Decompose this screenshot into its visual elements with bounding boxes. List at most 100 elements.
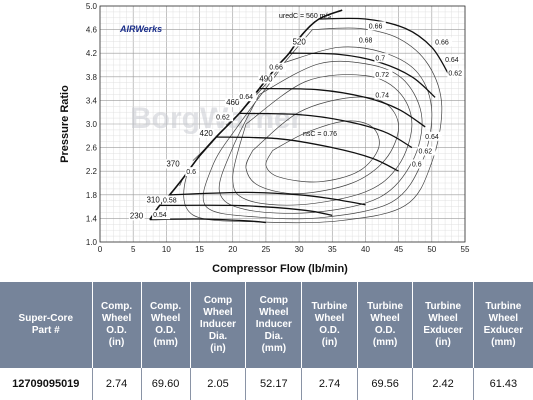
table-header-text: Part # bbox=[31, 325, 60, 336]
speed-line bbox=[149, 218, 266, 224]
plot-frame bbox=[99, 5, 466, 243]
x-tick-label: 25 bbox=[261, 245, 270, 254]
table-cell: 2.05 bbox=[190, 368, 247, 400]
efficiency-label-bg bbox=[444, 55, 463, 65]
efficiency-label: 0.54 bbox=[153, 212, 167, 219]
surge-line bbox=[149, 9, 343, 221]
table-header-cell: Turbine Wheel Exducer (mm) bbox=[473, 282, 533, 368]
efficiency-label: 0.64 bbox=[445, 57, 459, 64]
efficiency-label-bg bbox=[367, 21, 386, 31]
efficiency-label: 0.64 bbox=[425, 134, 439, 141]
efficiency-label-bg bbox=[152, 210, 171, 220]
efficiency-label-bg bbox=[238, 92, 257, 102]
efficiency-label-bg bbox=[447, 68, 466, 78]
table-row: 12709095019 2.74 69.60 2.05 52.17 2.74 69.56 2.… bbox=[0, 368, 533, 400]
table-header-cell: Turbine Wheel O.D. (mm) bbox=[357, 282, 414, 368]
speed-line-label-bg bbox=[291, 37, 308, 47]
efficiency-label-bg bbox=[268, 62, 287, 72]
efficiency-label: 0.6 bbox=[186, 169, 196, 176]
table-header-text: (in) bbox=[108, 337, 125, 348]
x-axis-ticks: 0 5 10 15 20 25 30 35 40 45 50 55 bbox=[98, 245, 470, 254]
efficiency-label: 0.72 bbox=[375, 72, 389, 79]
speed-line-label-bg bbox=[165, 159, 182, 169]
efficiency-island-line bbox=[218, 60, 423, 214]
speed-line-label: 370 bbox=[166, 159, 180, 168]
table-header-text: Exducer bbox=[483, 325, 524, 336]
speed-line-label: 420 bbox=[200, 129, 214, 138]
efficiency-label-bg bbox=[162, 195, 181, 205]
table-header-text: (in) bbox=[210, 343, 226, 354]
x-tick-label: 35 bbox=[328, 245, 337, 254]
efficiency-label-bg bbox=[434, 37, 453, 47]
y-axis-ticks: 1.0 1.4 1.8 2.2 2.6 3.0 3.4 3.8 4.2 4.6 5.0 bbox=[86, 2, 98, 247]
table-header-cell: Comp Wheel Inducer Dia. (mm) bbox=[245, 282, 303, 368]
table-header-text: O.D. bbox=[155, 325, 176, 336]
table-cell: 69.60 bbox=[141, 368, 191, 400]
efficiency-island-line bbox=[232, 74, 413, 206]
y-tick-label: 2.2 bbox=[86, 167, 98, 176]
x-tick-label: 5 bbox=[131, 245, 136, 254]
table-header-text: Turbine bbox=[311, 301, 348, 312]
speed-unit-annotation: uredC = 560 m/s bbox=[279, 13, 331, 20]
y-tick-label: 1.8 bbox=[86, 191, 98, 200]
efficiency-label: 0.66 bbox=[269, 65, 283, 72]
table-header-text: Comp bbox=[259, 295, 288, 306]
compressor-map-chart: BorgWarner AIRWerks 23031037042046049052… bbox=[59, 2, 470, 275]
speed-line-label-bg bbox=[198, 128, 215, 138]
x-tick-label: 45 bbox=[394, 245, 403, 254]
y-tick-label: 4.6 bbox=[86, 26, 98, 35]
efficiency-label: 0.7 bbox=[375, 55, 385, 62]
table-header-text: O.D. bbox=[106, 325, 127, 336]
table-header-text: Wheel bbox=[428, 313, 458, 324]
efficiency-unit-annotation: nsC = 0.76 bbox=[303, 131, 337, 138]
table-cell: 2.42 bbox=[412, 368, 474, 400]
table-cell: 52.17 bbox=[245, 368, 303, 400]
x-tick-label: 40 bbox=[361, 245, 370, 254]
table-header-text: Wheel bbox=[259, 307, 289, 318]
efficiency-label-bg bbox=[374, 90, 393, 100]
speed-line-label: 460 bbox=[226, 98, 240, 107]
y-tick-label: 3.8 bbox=[86, 73, 98, 82]
table-header-text: Inducer bbox=[199, 319, 237, 330]
table-header-text: Dia. bbox=[208, 331, 228, 342]
speed-line bbox=[259, 87, 426, 128]
table-header-text: Wheel bbox=[101, 313, 132, 324]
table-header-text: (in) bbox=[435, 337, 451, 348]
table-header-text: Comp bbox=[203, 295, 233, 306]
table-header-cell: Super-Core Part # bbox=[0, 282, 93, 368]
table-header-cell: Turbine Wheel Exducer (in) bbox=[412, 282, 474, 368]
efficiency-label-bg bbox=[374, 53, 389, 63]
speed-line bbox=[318, 17, 449, 75]
table-header-text: Exducer bbox=[423, 325, 463, 336]
speed-line bbox=[239, 112, 413, 149]
table-header-text: (mm) bbox=[491, 337, 516, 348]
y-tick-label: 3.4 bbox=[86, 96, 98, 105]
efficiency-label: 0.58 bbox=[163, 197, 177, 204]
efficiency-label-bg bbox=[357, 35, 376, 45]
y-tick-label: 5.0 bbox=[86, 2, 98, 11]
table-header-text: Turbine bbox=[425, 301, 462, 312]
y-axis-title: Pressure Ratio bbox=[59, 85, 71, 163]
efficiency-island-line bbox=[265, 120, 380, 183]
y-tick-label: 4.2 bbox=[86, 49, 98, 58]
efficiency-label: 0.62 bbox=[216, 114, 230, 121]
x-tick-label: 20 bbox=[228, 245, 237, 254]
x-tick-label: 55 bbox=[461, 245, 470, 254]
table-header-text: (mm) bbox=[261, 343, 287, 354]
speed-line-label-bg bbox=[145, 195, 162, 205]
speed-line-label: 230 bbox=[130, 211, 144, 220]
efficiency-island-line bbox=[245, 96, 399, 194]
table-header-text: Turbine bbox=[367, 301, 404, 312]
table-header-cell: Comp. Wheel O.D. (in) bbox=[92, 282, 142, 368]
table-header-text: O.D. bbox=[374, 325, 396, 336]
speed-line-label-bg bbox=[225, 98, 241, 108]
x-tick-label: 15 bbox=[195, 245, 204, 254]
y-tick-label: 2.6 bbox=[86, 144, 98, 153]
table-header-text: Wheel bbox=[488, 313, 519, 324]
efficiency-label: 0.66 bbox=[435, 39, 449, 46]
table-header-text: (mm) bbox=[153, 337, 178, 348]
speed-line-label: 310 bbox=[146, 195, 160, 204]
table-header-text: Turbine bbox=[485, 301, 522, 312]
table-header-text: Wheel bbox=[150, 313, 181, 324]
